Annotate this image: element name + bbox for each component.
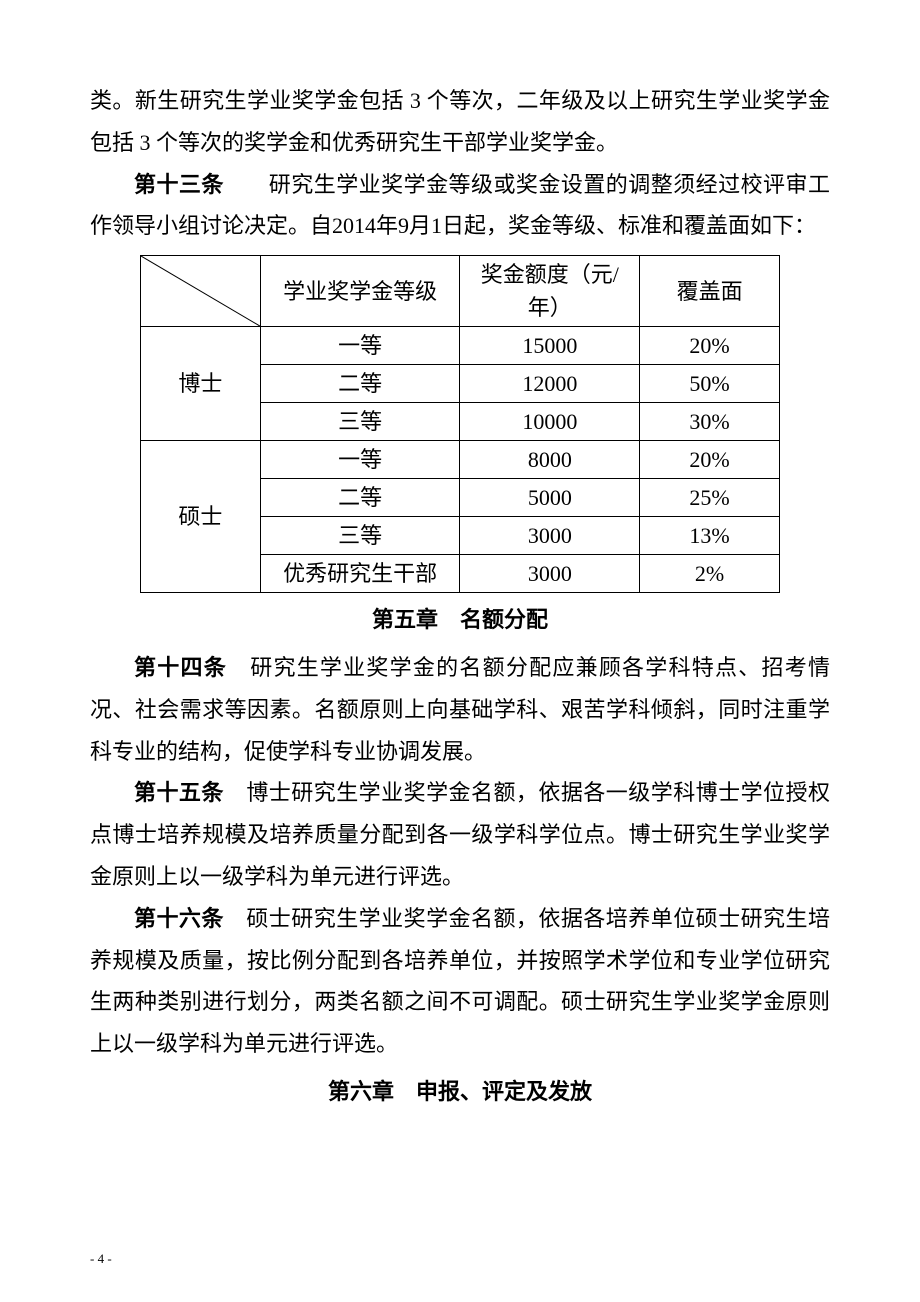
article-16-label: 第十六条 [134,906,224,931]
cell-coverage: 20% [640,441,780,479]
cell-amount: 15000 [460,327,640,365]
cell-level: 二等 [260,365,460,403]
article-15: 第十五条 博士研究生学业奖学金名额，依据各一级学科博士学位授权点博士培养规模及培… [90,772,830,897]
cell-coverage: 50% [640,365,780,403]
cell-level: 三等 [260,403,460,441]
cell-amount: 10000 [460,403,640,441]
cell-coverage: 20% [640,327,780,365]
cell-level: 一等 [260,327,460,365]
page-number: - 4 - [90,1247,112,1272]
cell-amount: 8000 [460,441,640,479]
intro-paragraph-1: 类。新生研究生学业奖学金包括 3 个等次，二年级及以上研究生学业奖学金包括 3 … [90,80,830,164]
cell-coverage: 13% [640,517,780,555]
cell-level: 一等 [260,441,460,479]
table-row: 博士 一等 15000 20% [141,327,780,365]
cell-amount: 3000 [460,517,640,555]
cell-amount: 3000 [460,555,640,593]
cell-amount: 12000 [460,365,640,403]
cell-coverage: 2% [640,555,780,593]
table-header-level: 学业奖学金等级 [260,256,460,327]
table-header-row: 学业奖学金等级 奖金额度（元/年） 覆盖面 [141,256,780,327]
category-doctor: 博士 [141,327,261,441]
article-14: 第十四条 研究生学业奖学金的名额分配应兼顾各学科特点、招考情况、社会需求等因素。… [90,647,830,772]
article-16: 第十六条 硕士研究生学业奖学金名额，依据各培养单位硕士研究生培养规模及质量，按比… [90,898,830,1065]
cell-level: 二等 [260,479,460,517]
article-13-label: 第十三条 [134,172,224,197]
table-header-diag [141,256,261,327]
table-header-amount: 奖金额度（元/年） [460,256,640,327]
chapter-6-title: 第六章 申报、评定及发放 [90,1071,830,1113]
cell-amount: 5000 [460,479,640,517]
article-15-label: 第十五条 [134,780,224,805]
category-master: 硕士 [141,441,261,593]
cell-level: 三等 [260,517,460,555]
chapter-5-title: 第五章 名额分配 [90,599,830,641]
cell-coverage: 30% [640,403,780,441]
cell-level: 优秀研究生干部 [260,555,460,593]
table-row: 硕士 一等 8000 20% [141,441,780,479]
article-14-label: 第十四条 [134,655,227,680]
cell-coverage: 25% [640,479,780,517]
article-13: 第十三条 研究生学业奖学金等级或奖金设置的调整须经过校评审工作领导小组讨论决定。… [90,164,830,248]
scholarship-table: 学业奖学金等级 奖金额度（元/年） 覆盖面 博士 一等 15000 20% 二等… [140,255,780,593]
table-header-coverage: 覆盖面 [640,256,780,327]
